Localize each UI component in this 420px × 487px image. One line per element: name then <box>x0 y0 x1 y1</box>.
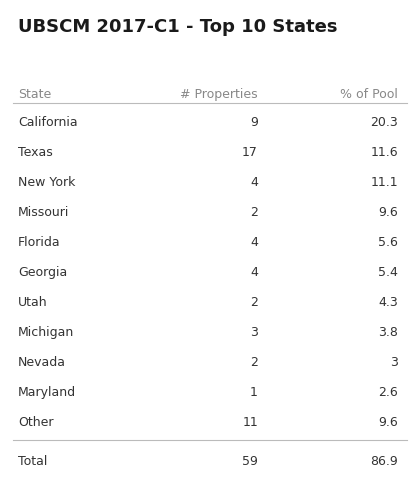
Text: Nevada: Nevada <box>18 356 66 369</box>
Text: Missouri: Missouri <box>18 206 69 219</box>
Text: 4.3: 4.3 <box>378 296 398 309</box>
Text: 9.6: 9.6 <box>378 206 398 219</box>
Text: 4: 4 <box>250 266 258 279</box>
Text: 17: 17 <box>242 146 258 159</box>
Text: 2: 2 <box>250 296 258 309</box>
Text: Total: Total <box>18 455 47 468</box>
Text: Florida: Florida <box>18 236 60 249</box>
Text: California: California <box>18 116 78 129</box>
Text: # Properties: # Properties <box>180 88 258 101</box>
Text: Texas: Texas <box>18 146 53 159</box>
Text: 11.6: 11.6 <box>370 146 398 159</box>
Text: 1: 1 <box>250 386 258 399</box>
Text: UBSCM 2017-C1 - Top 10 States: UBSCM 2017-C1 - Top 10 States <box>18 18 338 36</box>
Text: 3: 3 <box>250 326 258 339</box>
Text: 4: 4 <box>250 176 258 189</box>
Text: Other: Other <box>18 416 53 429</box>
Text: 3: 3 <box>390 356 398 369</box>
Text: 3.8: 3.8 <box>378 326 398 339</box>
Text: 5.4: 5.4 <box>378 266 398 279</box>
Text: 5.6: 5.6 <box>378 236 398 249</box>
Text: New York: New York <box>18 176 75 189</box>
Text: Georgia: Georgia <box>18 266 67 279</box>
Text: 4: 4 <box>250 236 258 249</box>
Text: Maryland: Maryland <box>18 386 76 399</box>
Text: 11.1: 11.1 <box>370 176 398 189</box>
Text: 9: 9 <box>250 116 258 129</box>
Text: State: State <box>18 88 51 101</box>
Text: 11: 11 <box>242 416 258 429</box>
Text: 86.9: 86.9 <box>370 455 398 468</box>
Text: 59: 59 <box>242 455 258 468</box>
Text: Michigan: Michigan <box>18 326 74 339</box>
Text: Utah: Utah <box>18 296 47 309</box>
Text: 20.3: 20.3 <box>370 116 398 129</box>
Text: 9.6: 9.6 <box>378 416 398 429</box>
Text: % of Pool: % of Pool <box>340 88 398 101</box>
Text: 2: 2 <box>250 206 258 219</box>
Text: 2: 2 <box>250 356 258 369</box>
Text: 2.6: 2.6 <box>378 386 398 399</box>
